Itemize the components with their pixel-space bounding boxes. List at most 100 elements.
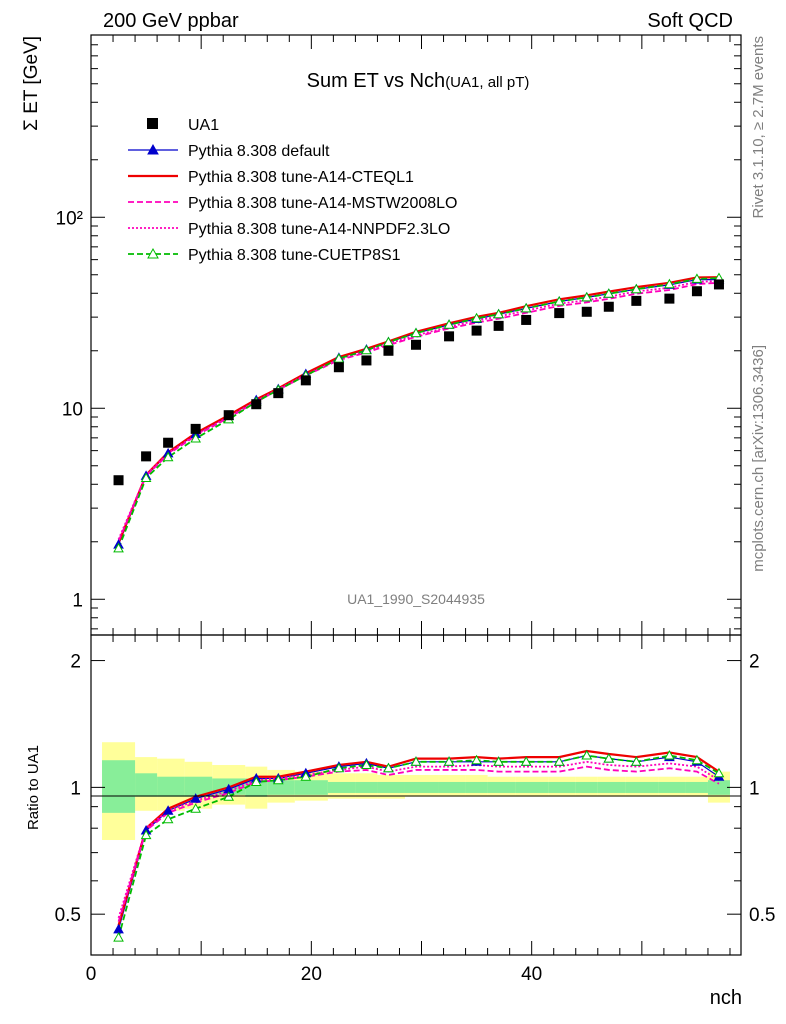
x-tick-label: 20	[301, 964, 322, 985]
y-tick-label: 10²	[56, 208, 83, 229]
data-point	[493, 320, 504, 331]
marker-open-triangle	[190, 803, 202, 813]
series-lines	[117, 276, 720, 938]
band-inner	[685, 781, 708, 793]
rivet-version-label: Rivet 3.1.10, ≥ 2.7M events	[750, 36, 767, 219]
marker-open-triangle	[443, 319, 455, 329]
band-inner	[355, 781, 378, 793]
band-inner	[404, 781, 439, 793]
marker-open-triangle	[113, 542, 124, 553]
legend-label: Pythia 8.308 tune-A14-NNPDF2.3LO	[188, 221, 450, 238]
series-line-main-4	[117, 277, 720, 549]
data-point	[273, 388, 284, 399]
marker-open-triangle	[162, 451, 174, 462]
x-tick-label: 40	[521, 964, 542, 985]
data-point	[521, 314, 532, 325]
legend-label: Pythia 8.308 tune-A14-CTEQL1	[188, 169, 414, 186]
data-point	[581, 306, 592, 317]
series-line-main-3	[117, 280, 719, 540]
data-point	[251, 399, 262, 410]
ratio-y-tick-label: 0.5	[55, 905, 81, 926]
marker-open-triangle	[140, 472, 152, 483]
data-point	[471, 325, 482, 336]
data-point	[190, 423, 201, 434]
band-inner	[658, 781, 686, 793]
legend-label: Pythia 8.308 default	[188, 143, 330, 160]
marker-open-triangle	[333, 762, 345, 773]
data-point	[691, 286, 702, 297]
header-right: Soft QCD	[647, 10, 733, 32]
legend-swatch-marker	[147, 143, 159, 155]
ratio-y-tick-label: 2	[70, 652, 81, 673]
marker-open-triangle	[553, 756, 565, 766]
data-point	[664, 293, 675, 304]
band-inner	[515, 781, 549, 793]
ratio-y-tick-label: 1	[70, 778, 81, 799]
legend-label: Pythia 8.308 tune-CUETP8S1	[188, 247, 401, 264]
legend-swatch-ua1	[147, 118, 158, 129]
data-point	[603, 301, 614, 312]
ratio-y-tick-label-right: 2	[749, 652, 760, 673]
marker-open-triangle	[581, 750, 593, 760]
band-inner	[625, 781, 659, 793]
marker-open-triangle	[410, 756, 422, 766]
data-point	[300, 375, 311, 386]
band-inner	[707, 780, 730, 795]
marker-open-triangle	[603, 288, 615, 298]
marker-open-triangle	[140, 829, 152, 840]
marker-triangle	[190, 793, 202, 803]
x-tick-label: 0	[86, 964, 97, 985]
marker-open-triangle	[272, 774, 284, 785]
legend-swatch-marker	[147, 247, 159, 259]
marker-open-triangle	[520, 756, 532, 766]
band-inner	[377, 781, 405, 793]
marker-open-triangle	[190, 433, 202, 443]
marker-open-triangle	[713, 767, 725, 778]
data-point	[383, 345, 394, 356]
marker-open-triangle	[471, 754, 482, 765]
ratio-y-axis-label: Ratio to UA1	[25, 745, 42, 830]
ratio-y-tick-label-right: 1	[749, 778, 760, 799]
marker-open-triangle	[361, 344, 372, 355]
axis-tick-labels: 0 20 40 1 10 10² 0.5 0.5 1 1 2 2	[55, 208, 776, 985]
y-axis-label: Σ ET [GeV]	[21, 36, 42, 131]
series-line-main-0	[117, 278, 719, 545]
series-line-ratio-3	[117, 760, 720, 919]
watermark: UA1_1990_S2044935	[347, 591, 485, 607]
marker-open-triangle	[410, 327, 422, 338]
series-line-main-1	[117, 276, 719, 544]
marker-open-triangle	[250, 776, 262, 786]
marker-open-triangle	[493, 756, 504, 766]
marker-open-triangle	[383, 336, 394, 347]
data-point	[554, 308, 565, 319]
marker-open-triangle	[691, 273, 703, 283]
ua1-data-points	[113, 279, 724, 486]
y-tick-label: 10	[62, 399, 83, 420]
marker-open-triangle	[493, 308, 504, 319]
legend-label: Pythia 8.308 tune-A14-MSTW2008LO	[188, 195, 457, 212]
marker-open-triangle	[581, 291, 593, 302]
marker-open-triangle	[691, 754, 703, 765]
marker-open-triangle	[630, 283, 642, 294]
data-point	[141, 451, 152, 462]
band-inner	[465, 781, 488, 793]
chart-title: Sum ET vs Nch(UA1, all pT)	[307, 70, 530, 92]
band-inner	[327, 781, 356, 793]
series-markers	[113, 272, 725, 942]
marker-open-triangle	[361, 759, 372, 770]
data-point	[411, 339, 421, 350]
marker-open-triangle	[300, 771, 312, 781]
series-line-main-2	[117, 281, 720, 542]
data-point	[333, 362, 344, 373]
band-inner	[487, 781, 516, 793]
data-point	[113, 475, 124, 486]
band-inner	[438, 781, 466, 793]
marker-open-triangle	[383, 762, 394, 773]
legend: UA1 Pythia 8.308 default Pythia 8.308 tune…	[128, 117, 457, 264]
marker-open-triangle	[162, 813, 174, 824]
mcplots-label: mcplots.cern.ch [arXiv:1306.3436]	[750, 345, 767, 572]
marker-open-triangle	[553, 295, 565, 306]
band-inner	[157, 776, 185, 797]
data-point	[444, 331, 455, 342]
